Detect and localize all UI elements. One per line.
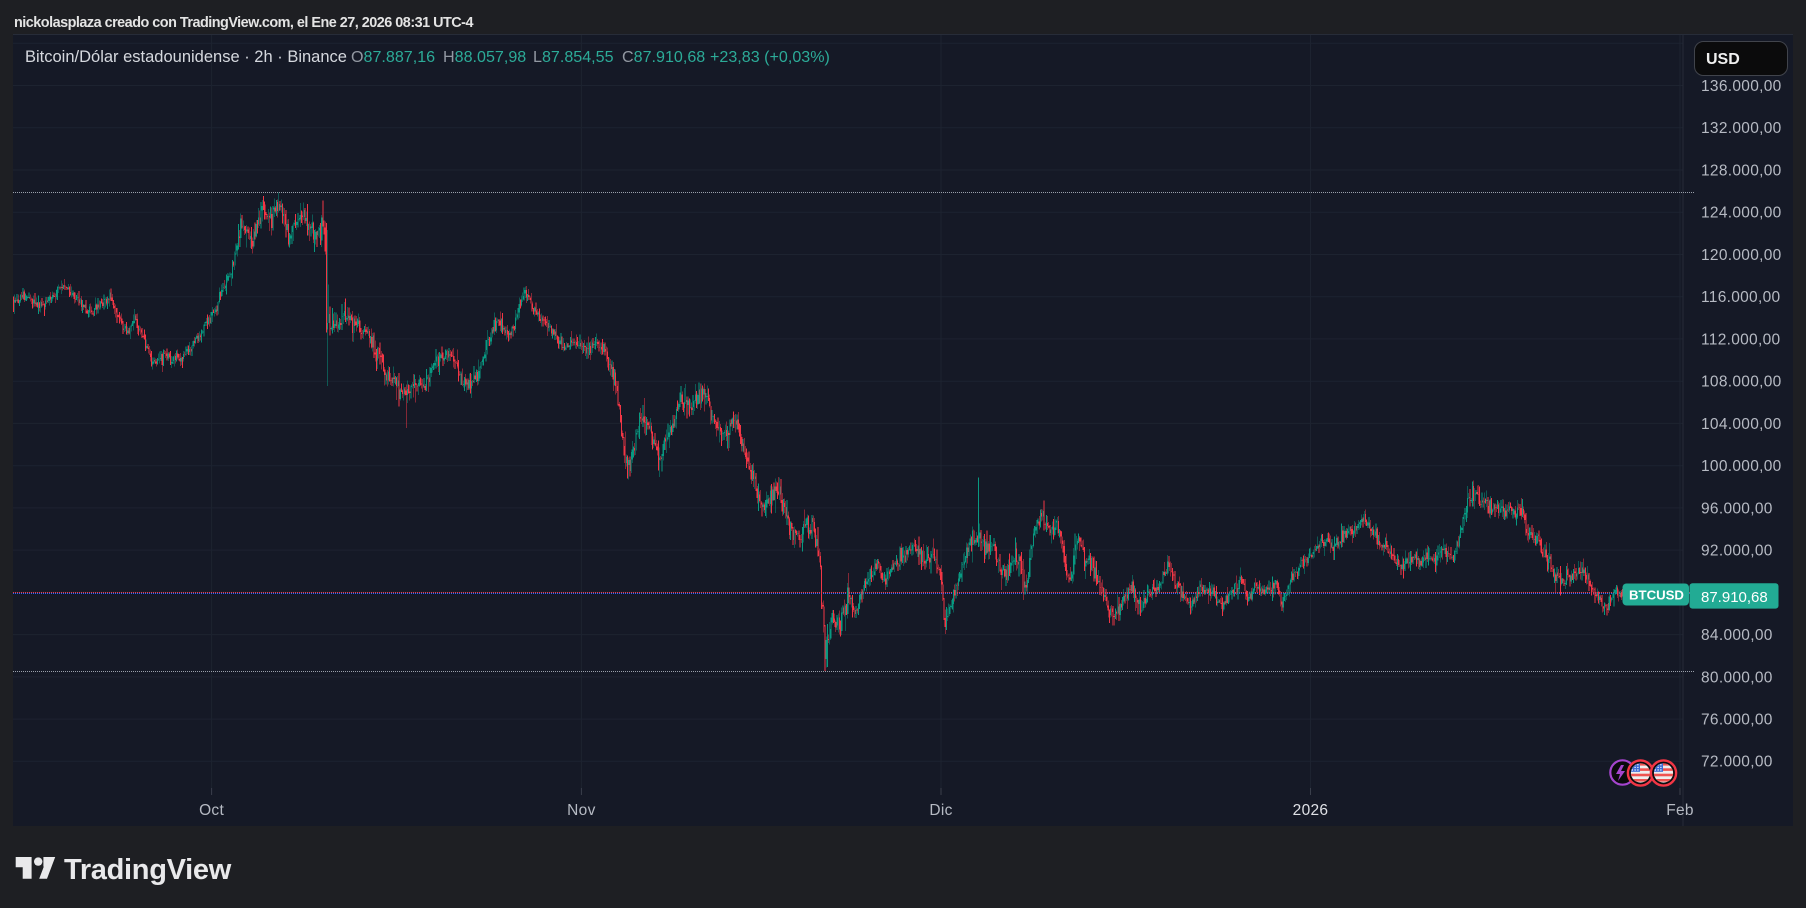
svg-text:BTCUSD: BTCUSD: [1629, 587, 1684, 602]
svg-text:2026: 2026: [1293, 802, 1329, 819]
svg-text:76.000,00: 76.000,00: [1701, 712, 1773, 729]
svg-text:128.000,00: 128.000,00: [1701, 162, 1782, 179]
svg-text:120.000,00: 120.000,00: [1701, 247, 1782, 264]
svg-text:nickolasplaza creado con Tradi: nickolasplaza creado con TradingView.com…: [14, 15, 473, 31]
svg-text:Feb: Feb: [1666, 802, 1694, 819]
svg-text:Nov: Nov: [567, 802, 595, 819]
svg-text:USD: USD: [1706, 51, 1740, 68]
svg-text:84.000,00: 84.000,00: [1701, 627, 1773, 644]
svg-text:108.000,00: 108.000,00: [1701, 374, 1782, 391]
svg-text:96.000,00: 96.000,00: [1701, 500, 1773, 517]
svg-text:72.000,00: 72.000,00: [1701, 754, 1773, 771]
svg-text:100.000,00: 100.000,00: [1701, 458, 1782, 475]
svg-text:92.000,00: 92.000,00: [1701, 543, 1773, 560]
svg-text:L87.854,55: L87.854,55: [533, 48, 614, 66]
svg-text:87.910,68: 87.910,68: [1701, 589, 1768, 606]
svg-text:132.000,00: 132.000,00: [1701, 120, 1782, 137]
svg-text:Dic: Dic: [929, 802, 952, 819]
svg-text:TradingView: TradingView: [64, 854, 232, 886]
svg-text:+23,83 (+0,03%): +23,83 (+0,03%): [710, 48, 830, 66]
svg-text:O87.887,16: O87.887,16: [351, 48, 435, 66]
svg-text:Bitcoin/Dólar estadounidense ·: Bitcoin/Dólar estadounidense · 2h · Bina…: [25, 48, 347, 66]
svg-text:136.000,00: 136.000,00: [1701, 78, 1782, 95]
svg-text:Oct: Oct: [199, 802, 224, 819]
svg-text:C87.910,68: C87.910,68: [622, 48, 705, 66]
svg-text:H88.057,98: H88.057,98: [443, 48, 526, 66]
svg-text:104.000,00: 104.000,00: [1701, 416, 1782, 433]
svg-text:80.000,00: 80.000,00: [1701, 669, 1773, 686]
svg-text:116.000,00: 116.000,00: [1701, 289, 1781, 306]
svg-text:112.000,00: 112.000,00: [1701, 331, 1781, 348]
svg-text:124.000,00: 124.000,00: [1701, 205, 1782, 222]
